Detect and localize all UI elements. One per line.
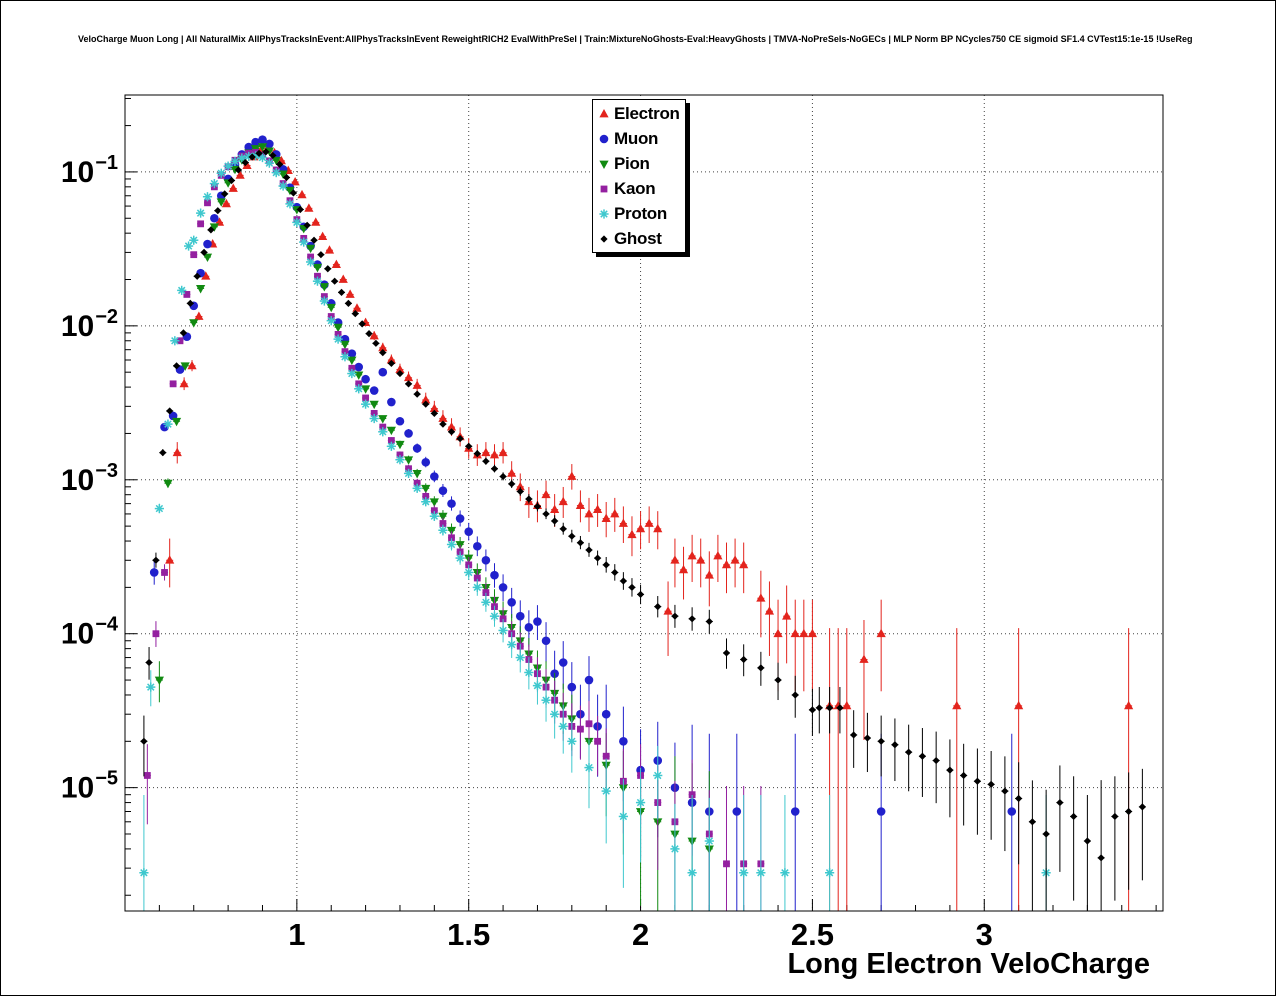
legend-item-pion: Pion: [593, 151, 685, 176]
svg-text:10−3: 10−3: [61, 460, 118, 497]
ghost-marker-icon: [596, 231, 614, 247]
svg-text:3: 3: [976, 917, 993, 952]
svg-text:1.5: 1.5: [447, 917, 490, 952]
proton-marker-icon: [596, 206, 614, 222]
svg-text:2.5: 2.5: [791, 917, 834, 952]
legend-label-pion: Pion: [614, 153, 650, 173]
legend-label-electron: Electron: [614, 103, 680, 123]
electron-marker-icon: [596, 106, 614, 122]
legend-item-electron: Electron: [593, 101, 685, 126]
legend-label-proton: Proton: [614, 203, 667, 223]
svg-text:2: 2: [632, 917, 649, 952]
legend-item-proton: Proton: [593, 201, 685, 226]
svg-text:Long Electron VeloCharge: Long Electron VeloCharge: [787, 948, 1150, 980]
legend-label-kaon: Kaon: [614, 178, 656, 198]
muon-marker-icon: [596, 131, 614, 147]
svg-text:10−2: 10−2: [61, 306, 118, 343]
svg-text:10−5: 10−5: [61, 768, 118, 805]
chart-legend: Electron Muon Pion Kaon Proton Ghost: [592, 99, 686, 253]
legend-item-kaon: Kaon: [593, 176, 685, 201]
legend-label-ghost: Ghost: [614, 228, 662, 248]
legend-item-muon: Muon: [593, 126, 685, 151]
plot-title: VeloCharge Muon Long | All NaturalMix Al…: [78, 34, 1193, 44]
legend-label-muon: Muon: [614, 128, 659, 148]
legend-item-ghost: Ghost: [593, 226, 685, 251]
pion-marker-icon: [596, 156, 614, 172]
kaon-marker-icon: [596, 181, 614, 197]
svg-text:10−1: 10−1: [61, 152, 118, 189]
svg-text:10−4: 10−4: [61, 614, 119, 651]
svg-text:1: 1: [288, 917, 305, 952]
